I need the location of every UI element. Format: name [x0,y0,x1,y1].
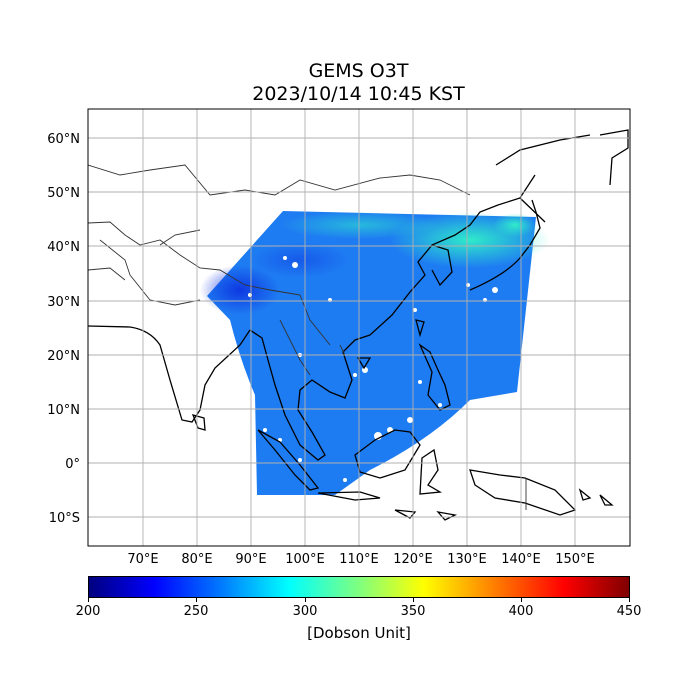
coastlines [88,129,629,521]
lat-label: 20°N [47,349,80,364]
colorbar-tick [88,598,89,602]
lat-label: 60°N [47,132,80,147]
lat-label: 10°N [47,403,80,418]
lon-label: 100°E [285,552,325,567]
colorbar-tick [521,598,522,602]
country-borders [88,164,527,510]
map-subtitle-datetime: 2023/10/14 10:45 KST [252,83,465,105]
colorbar-label: 300 [292,604,318,619]
colorbar-tick [196,598,197,602]
lon-label: 140°E [501,552,541,567]
lon-label: 150°E [555,552,595,567]
ozone-low-area [200,265,280,315]
colorbar [88,576,630,598]
lat-label: 50°N [47,186,80,201]
colorbar-tick [629,598,630,602]
colorbar-label: 350 [400,604,426,619]
gridlines [88,109,630,546]
lat-label: 0° [65,457,80,472]
lat-label: 10°S [49,511,80,526]
lon-label: 110°E [339,552,379,567]
colorbar-label: 200 [75,604,101,619]
lon-label: 90°E [235,552,266,567]
colorbar-unit: [Dobson Unit] [307,624,411,642]
lat-label: 40°N [47,240,80,255]
lon-label: 130°E [447,552,487,567]
lat-label: 30°N [47,295,80,310]
map-title: GEMS O3T [308,60,409,82]
map-frame [87,108,631,547]
lon-label: 80°E [181,552,212,567]
latitude-labels: 60°N 50°N 40°N 30°N 20°N 10°N 0° 10°S [47,132,80,526]
colorbar-label: 250 [183,604,209,619]
colorbar-tick [413,598,414,602]
lon-label: 120°E [393,552,433,567]
colorbar-label: 450 [616,604,642,619]
ozone-low-area [250,242,350,278]
lon-label: 70°E [127,552,158,567]
colorbar-tick [305,598,306,602]
longitude-labels: 70°E 80°E 90°E 100°E 110°E 120°E 130°E 1… [127,552,594,567]
ozone-high-area [493,213,537,237]
colorbar-label: 400 [508,604,534,619]
ozone-high-area [280,211,440,239]
